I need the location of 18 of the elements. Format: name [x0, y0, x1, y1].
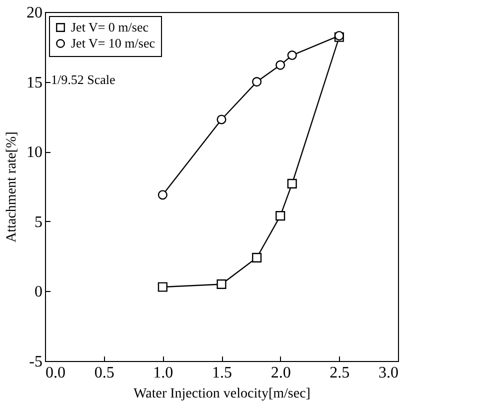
- x-tick-label: 1.5: [212, 364, 232, 382]
- y-tick-label: 0: [34, 284, 42, 301]
- y-tick-label: 20: [26, 4, 42, 22]
- x-tick-label: 3.0: [378, 364, 398, 382]
- x-tick-label: 0.5: [94, 364, 114, 382]
- x-tick-label: 2.0: [270, 364, 291, 382]
- x-tick-label: 1.0: [153, 364, 174, 382]
- y-tick-label: -5: [29, 354, 42, 370]
- y-axis-title: Attachment rate[%]: [4, 132, 20, 242]
- y-tick-label: 5: [34, 214, 42, 231]
- legend-label: Jet V= 0 m/sec: [71, 20, 149, 34]
- x-axis-title: Water Injection velocity[m/sec]: [134, 386, 310, 402]
- annotation: 1/9.52 Scale: [51, 72, 116, 87]
- x-tick-label: 0.0: [46, 364, 66, 382]
- legend-label: Jet V= 10 m/sec: [71, 36, 156, 50]
- y-tick-label: 15: [26, 74, 42, 92]
- y-tick-label: 10: [26, 144, 42, 162]
- x-tick-label: 2.5: [330, 364, 350, 382]
